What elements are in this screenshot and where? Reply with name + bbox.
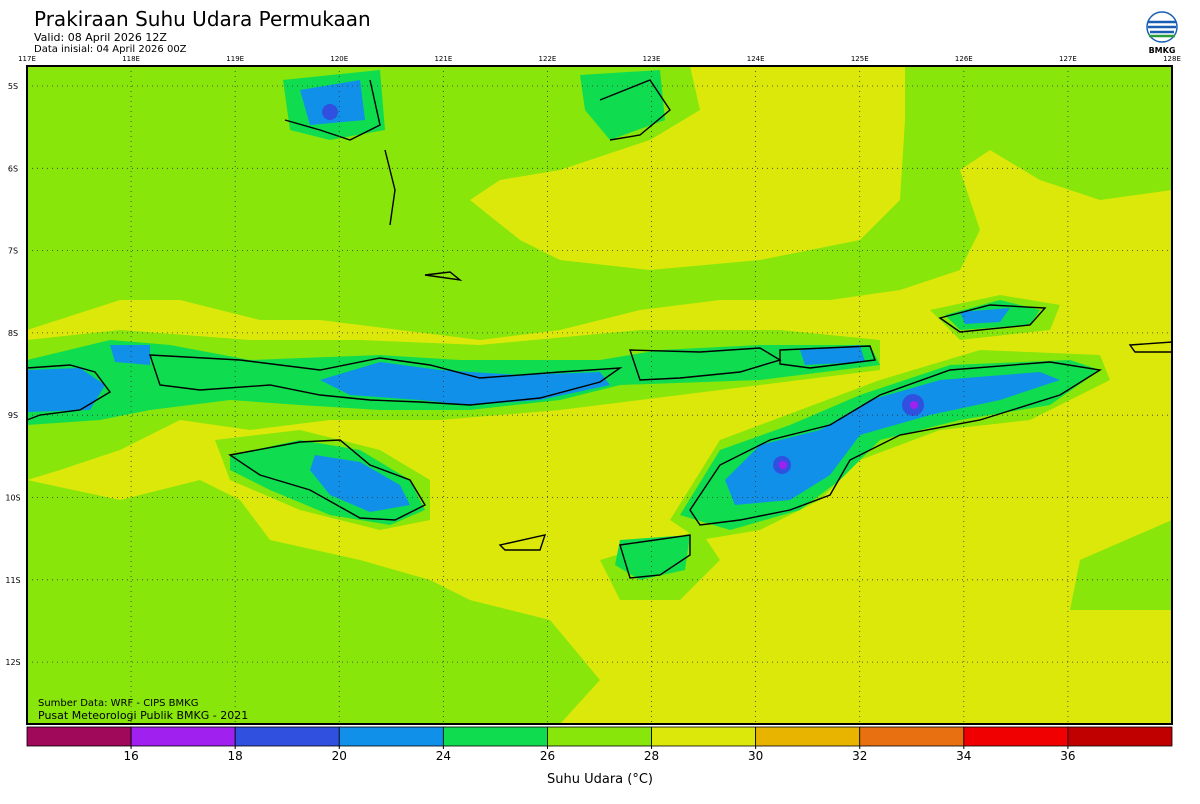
colorbar-segment [234, 726, 340, 747]
temperature-field [27, 66, 1172, 724]
colorbar-tick-label: 30 [748, 749, 763, 763]
lon-label: 123E [643, 55, 661, 63]
lon-label: 121E [434, 55, 452, 63]
lon-label: 120E [330, 55, 348, 63]
colorbar-segment [26, 726, 132, 747]
lon-label: 122E [539, 55, 557, 63]
bmkg-logo: BMKG [1146, 11, 1178, 55]
lat-label: 9S [8, 411, 18, 420]
lat-label: 7S [8, 247, 18, 256]
lat-label: 5S [8, 82, 18, 91]
credit-center: Pusat Meteorologi Publik BMKG - 2021 [38, 709, 248, 722]
valid-time: Valid: 08 April 2026 12Z [34, 31, 167, 44]
lat-label: 10S [5, 494, 20, 503]
graticule [27, 66, 1172, 724]
colorbar-segment [442, 726, 548, 747]
logo-label: BMKG [1149, 46, 1176, 55]
lat-label: 12S [5, 658, 20, 667]
colorbar-tick-label: 18 [228, 749, 243, 763]
lat-label: 8S [8, 329, 18, 338]
colorbar-tick-label: 20 [332, 749, 347, 763]
init-time: Data inisial: 04 April 2026 00Z [34, 44, 187, 55]
lat-label: 6S [8, 164, 18, 173]
colorbar-tick-label: 16 [123, 749, 138, 763]
colorbar-segment [338, 726, 444, 747]
coastlines [26, 79, 1173, 579]
colorbar-segment [651, 726, 757, 747]
lon-label: 117E [18, 55, 36, 63]
colorbar-segment [755, 726, 861, 747]
lon-label: 119E [226, 55, 244, 63]
lon-label: 128E [1163, 55, 1181, 63]
lon-label: 118E [122, 55, 140, 63]
colorbar-tick-label: 24 [436, 749, 451, 763]
colorbar-tick-label: 28 [644, 749, 659, 763]
colorbar-segment [130, 726, 236, 747]
colorbar-label: Suhu Udara (°C) [547, 772, 653, 787]
lon-label: 124E [747, 55, 765, 63]
lon-label: 126E [955, 55, 973, 63]
title: Prakiraan Suhu Udara Permukaan [34, 7, 371, 31]
colorbar-tick-label: 36 [1060, 749, 1075, 763]
colorbar-segment [1067, 726, 1173, 747]
colorbar-segment [859, 726, 965, 747]
colorbar: 16 18 20 24 26 28 30 32 34 36 [26, 726, 1173, 763]
colorbar-tick-label: 34 [956, 749, 971, 763]
colorbar-segment [547, 726, 652, 747]
colorbar-tick-label: 26 [540, 749, 555, 763]
lat-label: 11S [5, 576, 20, 585]
lon-label: 125E [851, 55, 869, 63]
credit-source: Sumber Data: WRF - CIPS BMKG [38, 698, 198, 709]
colorbar-segment [963, 726, 1069, 747]
colorbar-tick-label: 32 [852, 749, 867, 763]
map-frame [26, 65, 1173, 725]
lon-label: 127E [1059, 55, 1077, 63]
